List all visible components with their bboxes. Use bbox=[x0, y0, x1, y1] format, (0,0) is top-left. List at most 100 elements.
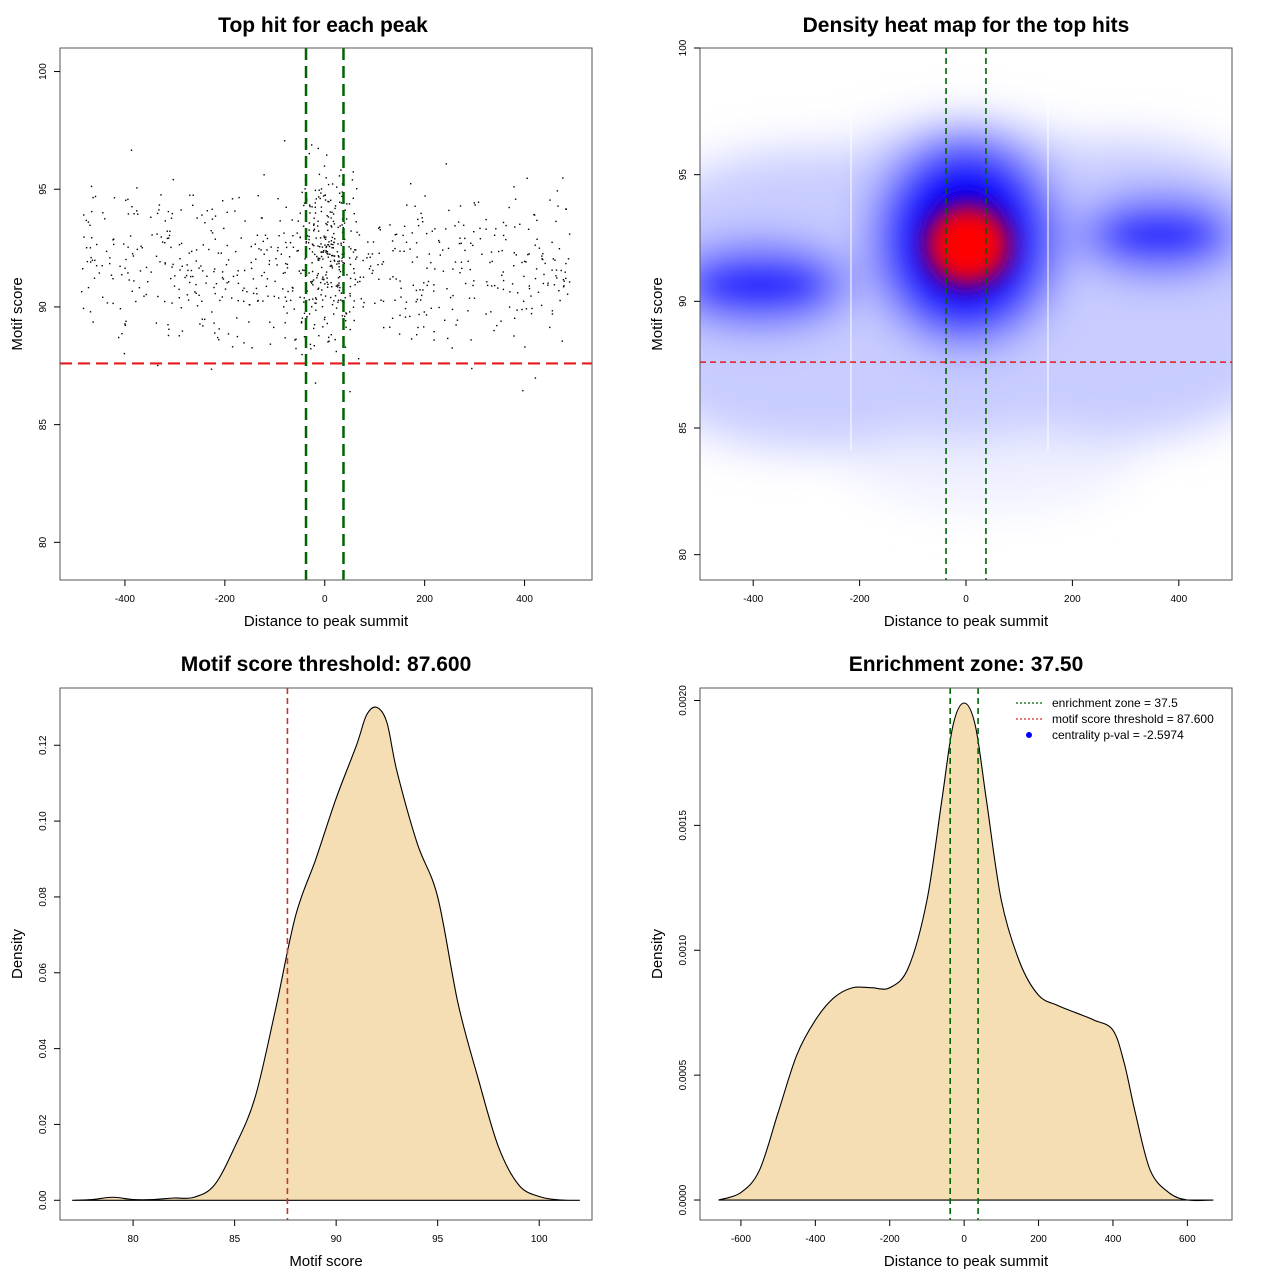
scatter-point bbox=[332, 220, 335, 223]
scatter-point bbox=[378, 227, 380, 229]
scatter-point bbox=[452, 268, 454, 270]
scatter-point bbox=[303, 312, 306, 314]
scatter-point bbox=[283, 306, 285, 308]
scatter-point bbox=[456, 319, 459, 321]
scatter-point bbox=[460, 242, 462, 244]
scatter-point bbox=[534, 277, 537, 280]
scatter-point bbox=[421, 217, 423, 219]
scatter-point bbox=[296, 232, 298, 234]
scatter-point bbox=[250, 261, 252, 264]
scatter-point bbox=[150, 271, 152, 273]
scatter-point bbox=[315, 302, 317, 304]
scatter-point bbox=[521, 308, 523, 311]
scatter-point bbox=[217, 336, 219, 339]
scatter-point bbox=[226, 244, 228, 247]
scatter-point bbox=[330, 217, 332, 219]
scatter-point bbox=[171, 302, 173, 304]
scatter-point bbox=[284, 296, 287, 298]
scatter-point bbox=[206, 275, 208, 277]
scatter-point bbox=[338, 289, 341, 292]
scatter-point bbox=[344, 209, 346, 211]
scatter-point bbox=[349, 295, 351, 297]
scatter-point bbox=[557, 205, 559, 207]
scatter-point bbox=[536, 238, 538, 240]
scatter-point bbox=[330, 296, 332, 299]
scatter-point bbox=[537, 291, 540, 293]
scatter-point bbox=[295, 347, 297, 350]
scatter-point bbox=[489, 261, 491, 264]
scatter-point bbox=[551, 313, 554, 315]
scatter-point bbox=[313, 324, 316, 326]
scatter-point bbox=[502, 279, 505, 282]
scatter-point bbox=[318, 173, 321, 176]
scatter-point bbox=[325, 249, 327, 252]
scatter-point bbox=[234, 210, 236, 212]
scatter-point bbox=[186, 264, 188, 266]
scatter-point bbox=[318, 335, 320, 337]
scatter-point bbox=[96, 243, 98, 246]
heatmap-x-tick-label: -400 bbox=[743, 594, 763, 605]
scatter-point bbox=[342, 262, 344, 264]
scatter-point bbox=[127, 213, 130, 215]
scatter-point bbox=[330, 225, 332, 227]
score-density-y-tick-label: 0.00 bbox=[38, 1190, 49, 1210]
score-density-y-tick-label: 0.10 bbox=[38, 811, 49, 831]
scatter-point bbox=[474, 204, 476, 206]
scatter-point bbox=[331, 247, 333, 249]
scatter-point bbox=[189, 194, 191, 196]
scatter-point bbox=[501, 274, 503, 276]
scatter-point bbox=[338, 262, 340, 265]
scatter-point bbox=[294, 339, 296, 341]
scatter-point bbox=[267, 295, 269, 297]
scatter-x-label: Distance to peak summit bbox=[244, 613, 409, 630]
scatter-point bbox=[303, 336, 306, 338]
scatter-point bbox=[472, 244, 474, 247]
scatter-point bbox=[317, 257, 319, 259]
scatter-point bbox=[382, 261, 385, 263]
scatter-point bbox=[211, 232, 214, 234]
scatter-point bbox=[89, 247, 92, 249]
scatter-point bbox=[166, 230, 168, 232]
scatter-point bbox=[302, 225, 305, 227]
scatter-point bbox=[321, 251, 323, 253]
scatter-point bbox=[300, 322, 303, 324]
scatter-point bbox=[333, 259, 335, 261]
scatter-point bbox=[415, 301, 417, 303]
scatter-point bbox=[139, 270, 142, 272]
scatter-point bbox=[336, 186, 338, 188]
scatter-point bbox=[320, 243, 322, 245]
scatter-point bbox=[311, 280, 314, 283]
scatter-point bbox=[202, 270, 204, 272]
scatter-point bbox=[167, 334, 170, 337]
scatter-point bbox=[447, 337, 449, 340]
scatter-point bbox=[524, 346, 526, 348]
scatter-point bbox=[224, 288, 227, 290]
scatter-y-label: Motif score bbox=[9, 277, 26, 350]
scatter-point bbox=[164, 242, 166, 244]
scatter-point bbox=[400, 296, 402, 298]
scatter-point bbox=[327, 229, 329, 232]
scatter-point bbox=[85, 247, 88, 249]
scatter-point bbox=[319, 197, 321, 200]
scatter-point bbox=[314, 206, 316, 208]
scatter-point bbox=[549, 326, 551, 329]
scatter-point bbox=[313, 217, 315, 219]
scatter-point bbox=[286, 263, 289, 266]
scatter-point bbox=[95, 265, 98, 267]
scatter-point bbox=[528, 253, 530, 255]
scatter-point bbox=[190, 275, 192, 278]
heatmap-x-tick-label: 200 bbox=[1064, 594, 1081, 605]
score-density-y-tick-label: 0.06 bbox=[38, 963, 49, 983]
scatter-point bbox=[109, 257, 111, 259]
scatter-point bbox=[513, 335, 515, 337]
scatter-point bbox=[341, 195, 343, 198]
scatter-point bbox=[447, 247, 450, 250]
scatter-point bbox=[563, 280, 565, 282]
scatter-point bbox=[352, 306, 355, 308]
scatter-point bbox=[225, 264, 228, 266]
scatter-point bbox=[501, 249, 503, 252]
scatter-y-tick-label: 80 bbox=[38, 536, 49, 548]
scatter-point bbox=[121, 333, 123, 335]
scatter-point bbox=[334, 338, 336, 341]
scatter-point bbox=[322, 195, 325, 197]
